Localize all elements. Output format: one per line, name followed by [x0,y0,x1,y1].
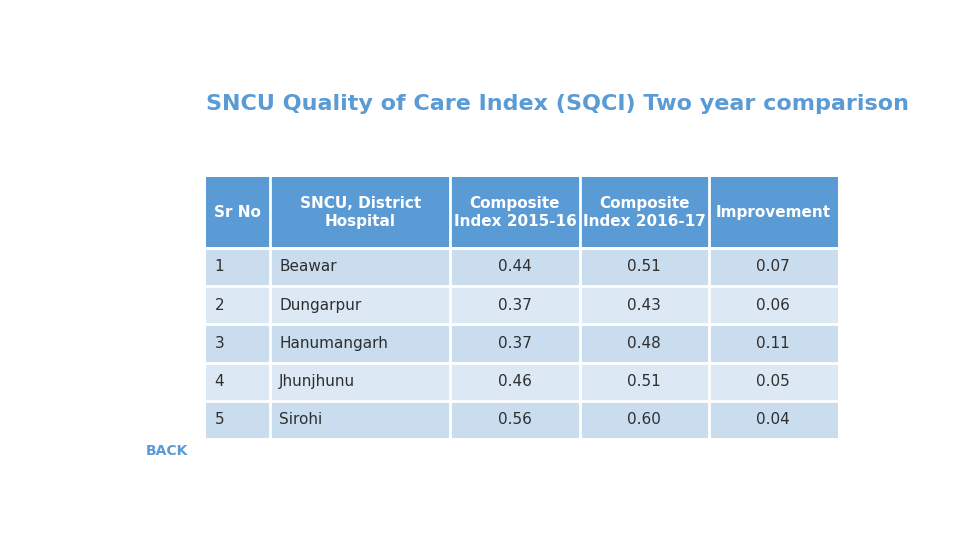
Text: 0.51: 0.51 [627,259,661,274]
Text: Dungarpur: Dungarpur [279,298,361,313]
Text: 1: 1 [214,259,224,274]
Text: Jhunjhunu: Jhunjhunu [279,374,355,389]
Text: Hanumangarh: Hanumangarh [279,336,388,351]
Text: 2: 2 [214,298,224,313]
Text: Improvement: Improvement [716,205,831,220]
Text: 3: 3 [214,336,225,351]
Bar [205,362,838,401]
Text: BACK: BACK [146,444,188,458]
Text: 0.46: 0.46 [498,374,532,389]
Text: 0.37: 0.37 [498,298,532,313]
Text: Sr No: Sr No [214,205,261,220]
Text: 0.04: 0.04 [756,413,790,427]
Text: Composite
Index 2015-16: Composite Index 2015-16 [453,196,576,228]
Text: Sirohi: Sirohi [279,413,323,427]
Text: Beawar: Beawar [279,259,337,274]
Bar [205,325,838,362]
Text: 0.44: 0.44 [498,259,532,274]
Text: 0.37: 0.37 [498,336,532,351]
Text: 0.48: 0.48 [627,336,661,351]
Text: 0.05: 0.05 [756,374,790,389]
Text: SNCU, District
Hospital: SNCU, District Hospital [300,196,420,228]
Text: 4: 4 [214,374,224,389]
Text: 5: 5 [214,413,224,427]
Text: 0.11: 0.11 [756,336,790,351]
Text: 0.06: 0.06 [756,298,790,313]
Text: 0.56: 0.56 [498,413,532,427]
Bar [205,248,838,286]
Text: Composite
Index 2016-17: Composite Index 2016-17 [583,196,706,228]
Text: SNCU Quality of Care Index (SQCI) Two year comparison: SNCU Quality of Care Index (SQCI) Two ye… [205,94,908,114]
Text: 0.43: 0.43 [627,298,661,313]
Bar [205,286,838,325]
Text: 0.51: 0.51 [627,374,661,389]
Text: 0.60: 0.60 [627,413,661,427]
Text: 0.07: 0.07 [756,259,790,274]
Bar [205,401,838,439]
